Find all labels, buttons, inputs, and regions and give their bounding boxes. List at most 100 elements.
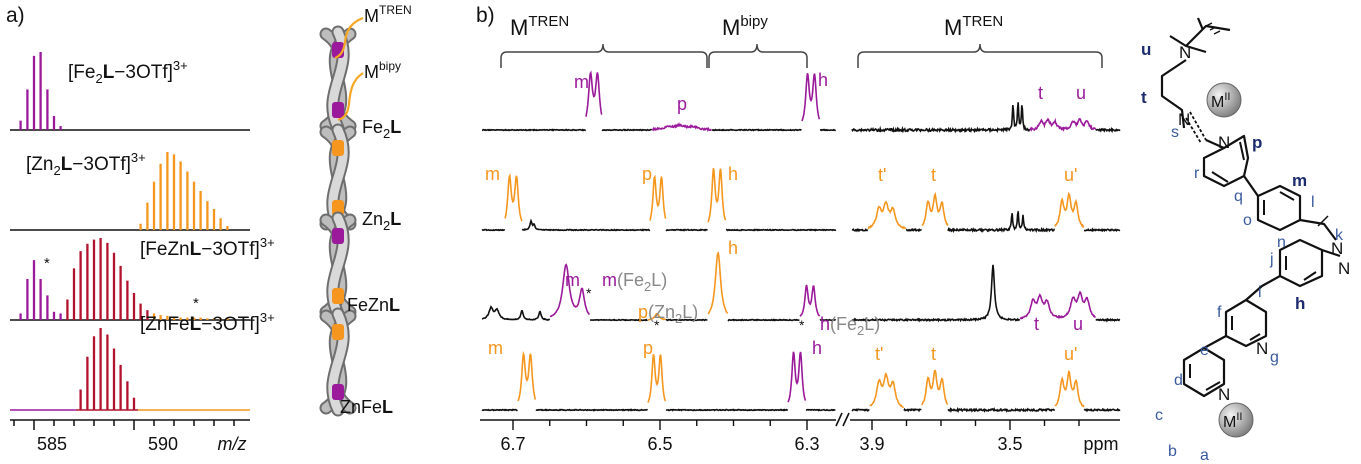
proton-label: n [1277, 234, 1286, 251]
nmr-trace [851, 264, 1021, 323]
nmr-tick-label: 3.9 [859, 434, 884, 454]
nmr-trace [589, 318, 648, 322]
peak-label: m [485, 164, 500, 184]
nmr-trace [905, 227, 922, 233]
peak-label: u' [1064, 344, 1077, 364]
peak-label: u' [1064, 165, 1077, 185]
nmr-star: * [654, 317, 660, 333]
nmr-trace [649, 174, 667, 221]
chemical-structure [1160, 17, 1341, 398]
ms-star-zn: * [193, 295, 199, 312]
bracket-label-tren-2: MTREN [944, 13, 1003, 40]
nmr-star: * [799, 317, 805, 333]
ms-title-fe2l: [Fe2L−3OTf]3+ [68, 58, 188, 86]
nmr-trace [726, 228, 837, 232]
nmr-trace [711, 128, 802, 132]
nmr-trace [799, 284, 821, 317]
peak-label: h [818, 70, 828, 90]
nmr-trace [521, 218, 651, 232]
proton-label-bold: h [1295, 294, 1305, 313]
nmr-trace [481, 305, 551, 321]
peak-label: u [1076, 83, 1086, 103]
proton-label-bold: p [1252, 133, 1262, 152]
ms-title-znfe-l: [ZnFeL−3OTf]3+ [140, 310, 275, 335]
nmr-trace [481, 228, 505, 232]
cage-metal [332, 324, 344, 340]
nmr-tick-label: 6.5 [647, 434, 672, 454]
metal-ion-bottom [1218, 402, 1254, 438]
nmr-trace [707, 251, 729, 315]
nmr-row-fezn-l [481, 251, 1121, 323]
cage-name-zn2l: Zn2L [362, 209, 401, 233]
peak-label-fe2l: m(Fe2L) [602, 270, 667, 294]
nmr-trace [921, 191, 949, 227]
ms-x-label: m/z [218, 434, 247, 454]
proton-label: i [1258, 284, 1262, 301]
nmr-trace [665, 318, 708, 322]
nmr-trace [819, 128, 837, 132]
nmr-trace [805, 408, 836, 412]
cage-metal [332, 228, 344, 244]
nmr-trace [947, 406, 1055, 414]
atom-n: N [1178, 110, 1190, 129]
nmr-trace [1083, 227, 1121, 233]
proton-label: c [1155, 407, 1163, 424]
nmr-trace [504, 172, 523, 222]
peak-label-zn2l: p(Zn2L) [638, 302, 698, 326]
proton-label: a [1200, 447, 1209, 464]
nmr-trace [665, 408, 789, 412]
nmr-trace [1019, 290, 1096, 320]
proton-label: g [1270, 349, 1279, 366]
peak-label: p [643, 338, 653, 358]
helicate-cage [319, 25, 357, 135]
peak-label-h-fe2l: h(Fe2L) [820, 314, 880, 338]
proton-label: q [1234, 188, 1243, 205]
proton-label: r [1194, 165, 1200, 182]
nmr-tick-label: 6.7 [500, 434, 525, 454]
peak-label: h [812, 338, 822, 358]
peak-label: m [565, 270, 580, 290]
nmr-trace [665, 228, 708, 232]
nmr-trace [481, 128, 586, 132]
nmr-trace [787, 351, 807, 403]
ms-x-axis: 585 590 m/z [10, 419, 250, 454]
nmr-row-znfe-l [481, 350, 1121, 414]
atom-n: N [1256, 339, 1268, 358]
atom-n: N [1218, 133, 1230, 152]
cage-illustrations [319, 25, 357, 417]
cage-metal [332, 102, 344, 118]
peak-label: t' [875, 344, 883, 364]
proton-label: e [1200, 342, 1209, 359]
cage-metal [332, 288, 344, 304]
peak-label: m [488, 338, 503, 358]
nmr-trace [601, 128, 653, 132]
atom-n: N [1338, 259, 1350, 278]
nmr-trace [903, 407, 922, 413]
ms-tick-label: 585 [37, 434, 67, 454]
proton-label-bold: t [1141, 88, 1147, 107]
nmr-trace [647, 354, 667, 403]
panel-b-label: b) [476, 4, 495, 27]
bracket-label-bipy: Mbipy [722, 13, 768, 40]
mass-spectra [10, 52, 250, 411]
nmr-trace [851, 228, 869, 233]
proton-label: o [1243, 212, 1252, 229]
cage-label-tren: MTREN [364, 3, 412, 26]
nmr-trace [851, 408, 870, 412]
nmr-x-unit: ppm [1083, 434, 1118, 454]
bracket-label-tren-1: MTREN [510, 13, 569, 40]
peak-label: h [728, 164, 738, 184]
nmr-trace [1054, 191, 1085, 229]
proton-label: k [1335, 227, 1344, 244]
nmr-trace [801, 73, 821, 122]
cage-pointer-tren [334, 16, 364, 60]
nmr-trace [651, 122, 713, 133]
nmr-trace [1083, 407, 1121, 412]
ms-tick-label: 590 [148, 434, 178, 454]
peak-label: u [1073, 314, 1083, 334]
nmr-trace [1054, 369, 1085, 408]
helicate-cage [319, 211, 357, 321]
metal-ion-top [1206, 82, 1242, 118]
ms-title-fezn-l: [FeZnL−3OTf]3+ [140, 235, 275, 260]
proton-label-bold: u [1141, 40, 1151, 59]
